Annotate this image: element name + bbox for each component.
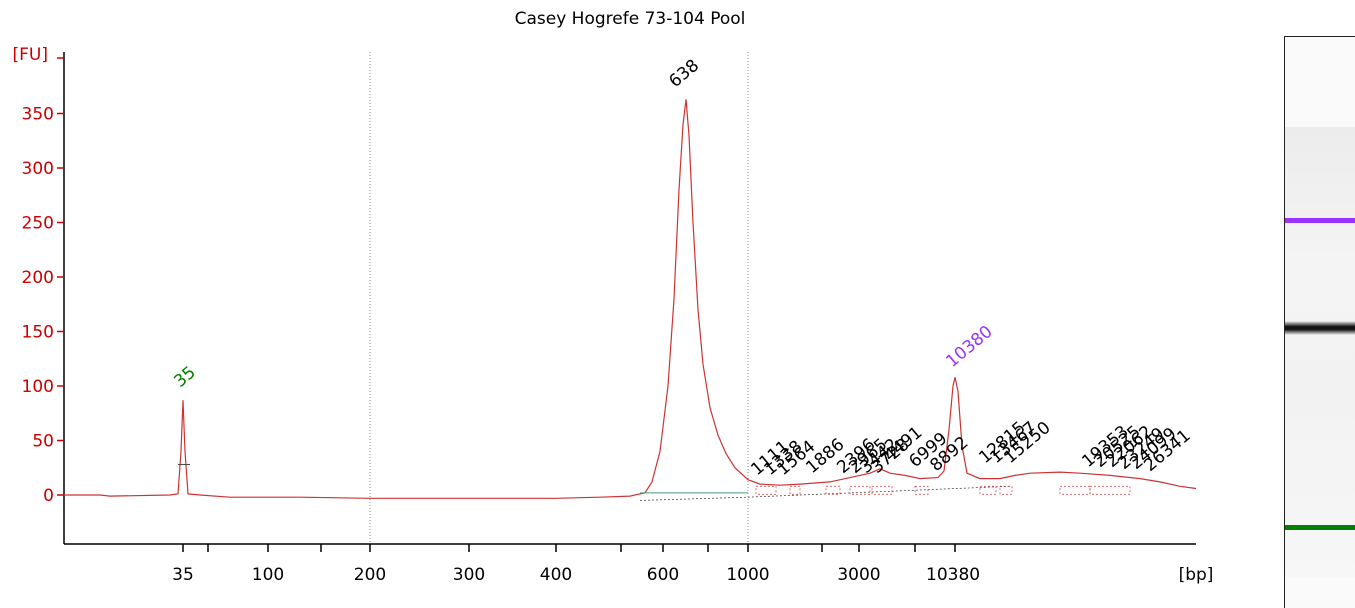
gel-background: [1285, 127, 1355, 577]
peak-region-box: [979, 485, 997, 495]
peak-region-box: [871, 485, 893, 495]
x-tick-label: 200: [354, 565, 386, 585]
gridlines: [369, 52, 749, 544]
trace-area: [64, 99, 1197, 501]
y-axis-label: [FU]: [13, 45, 49, 65]
peak-region-box: [825, 485, 841, 495]
y-tick-label: 50: [32, 432, 54, 452]
y-tick-label: 300: [22, 159, 54, 179]
y-tick-label: 100: [22, 377, 54, 397]
x-tick-label: 300: [453, 565, 485, 585]
peak-region-box: [1059, 485, 1091, 495]
y-tick-label: 200: [22, 268, 54, 288]
peak-label: 35: [170, 363, 199, 392]
gel-band-upper-marker: [1285, 218, 1355, 223]
electropherogram-chart: Casey Hogrefe 73-104 Pool [FU] [bp] 0 50 1…: [13, 9, 1214, 585]
x-tick-label: 100: [252, 565, 284, 585]
peak-label: 10380: [942, 322, 996, 372]
peak-region-box: [849, 485, 871, 495]
y-tick-label: 350: [22, 105, 54, 125]
y-tick-label: 150: [22, 323, 54, 343]
x-tick-label: 10380: [926, 565, 980, 585]
y-ticks: 0 50 100 150 200 250 300 350: [22, 57, 64, 506]
x-axis-label: [bp]: [1179, 565, 1214, 585]
x-tick-label: 600: [647, 565, 679, 585]
x-tick-label: 400: [540, 565, 572, 585]
y-tick-label: 0: [43, 486, 54, 506]
peak-label: 638: [665, 56, 703, 92]
x-tick-label: 3000: [837, 565, 880, 585]
gel-band-lower-marker: [1285, 525, 1355, 530]
x-tick-label: 35: [172, 565, 194, 585]
gel-band-main: [1285, 321, 1355, 335]
x-tick-label: 1000: [726, 565, 769, 585]
peak-region-box: [999, 485, 1013, 495]
x-ticks: 35 100 200 300 400 600 1000 3000 10380: [172, 544, 980, 585]
trace-line: [64, 99, 1197, 499]
baseline-guide: [639, 485, 1011, 501]
peak-region-box: [755, 485, 777, 495]
peak-labels: 3563810380111113381564188623962965344237…: [170, 56, 1194, 480]
y-tick-label: 250: [22, 214, 54, 234]
peak-region-box: [914, 485, 929, 495]
gel-image-lane: [1284, 36, 1355, 608]
peak-region-box: [789, 485, 801, 495]
peak-region-box: [1089, 485, 1131, 495]
axes: [63, 52, 1196, 545]
chart-title: Casey Hogrefe 73-104 Pool: [515, 9, 746, 29]
